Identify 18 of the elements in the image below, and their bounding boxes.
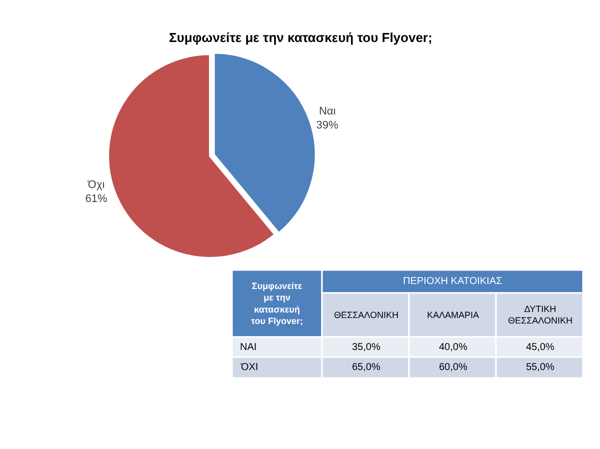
text: 60,0%	[439, 362, 468, 373]
text: 40,0%	[439, 342, 468, 353]
slice-label: Όχι	[86, 178, 106, 191]
chart-title: Συμφωνείτε με την κατασκευή του Flyover;	[169, 30, 432, 45]
text: 65,0%	[352, 362, 380, 373]
text: 35,0%	[352, 342, 380, 353]
data-label: 39%	[316, 120, 339, 132]
category-label: ΌΧΙ	[241, 362, 258, 373]
data-label: 61%	[85, 193, 108, 206]
slice-label: Ναι	[318, 105, 336, 118]
text: ΠΕΡΙΟΧΗ ΚΑΤΟΙΚΙΑΣ	[403, 276, 502, 287]
text: 45,0%	[526, 342, 554, 353]
category-label: ΝΑΙ	[240, 342, 257, 353]
category-label: ΘΕΣΣΑΛΟΝΙΚΗ	[334, 310, 398, 320]
text: 55,0%	[526, 362, 554, 373]
text: Συμφωνείτε με την κατασκευή του Flyover;	[251, 281, 304, 326]
category-label: ΔΥΤΙΚΗ ΘΕΣΣΑΛΟΝΙΚΗ	[508, 304, 572, 326]
category-label: ΚΑΛΑΜΑΡΙΑ	[427, 310, 480, 320]
